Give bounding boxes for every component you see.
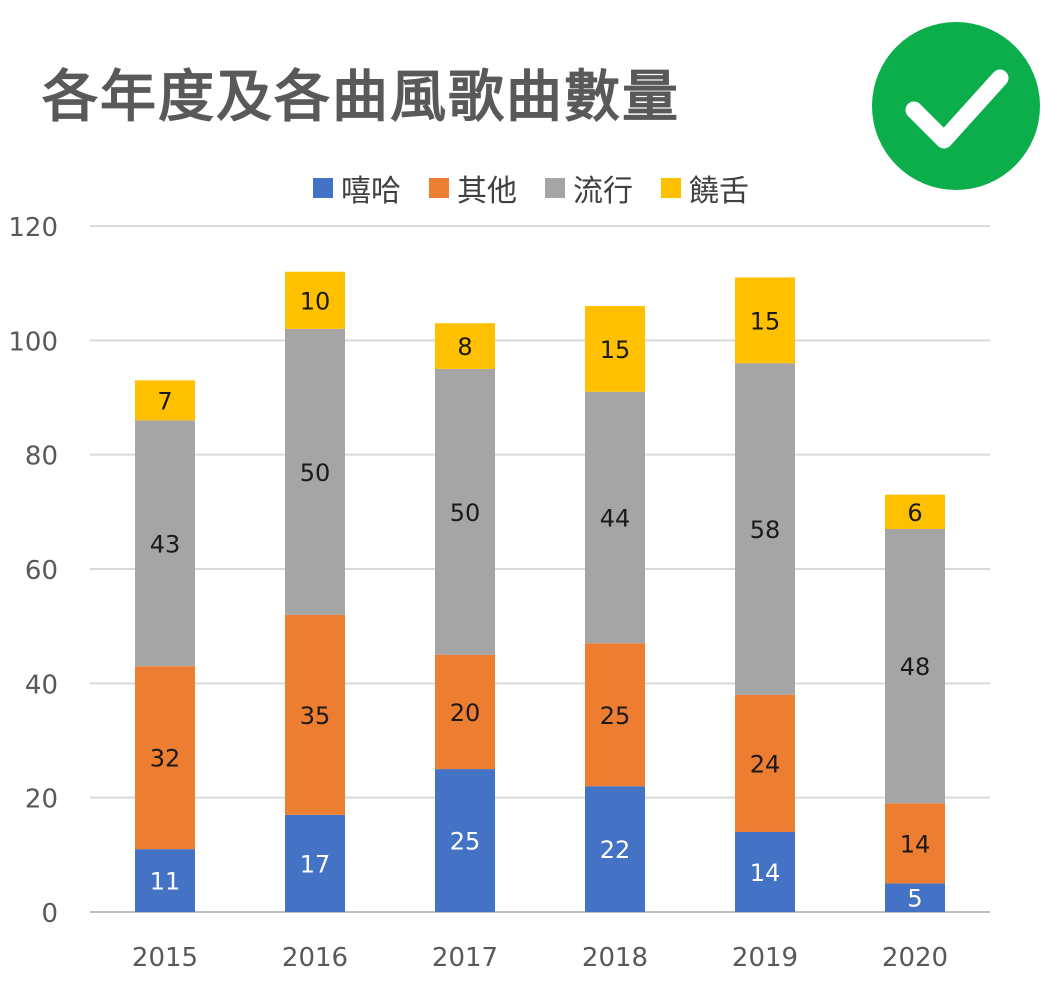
- bar-segment: [735, 363, 795, 695]
- y-tick-label: 20: [25, 785, 58, 815]
- bar-segment: [735, 277, 795, 364]
- y-tick-label: 0: [41, 899, 58, 929]
- data-label: 14: [750, 859, 781, 887]
- bar-segment: [285, 814, 345, 912]
- data-label: 15: [600, 336, 631, 364]
- data-label: 25: [600, 702, 631, 730]
- legend-item: 饒舌: [661, 166, 749, 210]
- chart-title: 各年度及各曲風歌曲數量: [42, 65, 680, 130]
- data-label: 5: [907, 885, 922, 913]
- legend-label: 嘻哈: [341, 174, 401, 209]
- bar-segment: [285, 614, 345, 815]
- data-label: 43: [150, 530, 181, 558]
- data-label: 25: [450, 828, 481, 856]
- bar-segment: [435, 654, 495, 770]
- data-label: 7: [157, 387, 172, 415]
- data-label: 8: [457, 333, 472, 361]
- data-label: 50: [450, 499, 481, 527]
- x-tick-label: 2018: [582, 943, 648, 973]
- legend-item: 嘻哈: [313, 166, 401, 210]
- y-tick-label: 60: [25, 556, 58, 586]
- bar-segment: [885, 883, 945, 912]
- data-label: 58: [750, 516, 781, 544]
- bar-segment: [885, 494, 945, 529]
- y-tick-label: 100: [8, 327, 58, 357]
- x-tick-label: 2015: [132, 943, 198, 973]
- data-label: 6: [907, 499, 922, 527]
- bar-segment: [885, 528, 945, 804]
- bar-segment: [135, 849, 195, 912]
- bar-segment: [735, 694, 795, 832]
- legend-label: 流行: [573, 174, 633, 209]
- y-tick-label: 40: [25, 670, 58, 700]
- legend-item: 其他: [429, 166, 517, 210]
- data-label: 44: [600, 505, 631, 533]
- legend-item: 流行: [545, 166, 633, 210]
- x-tick-label: 2016: [282, 943, 348, 973]
- data-label: 10: [300, 287, 331, 315]
- check-icon: [905, 69, 1009, 149]
- bar-segment: [285, 271, 345, 329]
- data-label: 24: [750, 750, 781, 778]
- bar-segment: [285, 328, 345, 615]
- data-label: 14: [900, 830, 931, 858]
- bar-segment: [735, 831, 795, 912]
- x-tick-label: 2019: [732, 943, 798, 973]
- data-label: 11: [150, 868, 181, 896]
- bar-segment: [135, 666, 195, 850]
- chart-legend: 嘻哈 其他 流行 饒舌: [0, 166, 1062, 210]
- x-tick-label: 2020: [882, 943, 948, 973]
- bar-segment: [885, 803, 945, 884]
- data-label: 48: [900, 653, 931, 681]
- data-label: 20: [450, 699, 481, 727]
- x-tick-label: 2017: [432, 943, 498, 973]
- legend-swatch: [545, 178, 565, 198]
- data-label: 50: [300, 459, 331, 487]
- bar-segment: [585, 306, 645, 392]
- data-label: 32: [150, 745, 181, 773]
- y-tick-label: 80: [25, 442, 58, 472]
- legend-swatch: [661, 178, 681, 198]
- data-label: 35: [300, 702, 331, 730]
- bar-segment: [135, 420, 195, 667]
- bar-segment: [435, 769, 495, 912]
- data-label: 22: [600, 836, 631, 864]
- check-badge: [872, 22, 1040, 190]
- bar-segment: [435, 323, 495, 369]
- bar-segment: [585, 786, 645, 912]
- y-tick-label: 120: [8, 213, 58, 243]
- bar-segment: [585, 643, 645, 787]
- legend-label: 饒舌: [689, 174, 749, 209]
- legend-swatch: [429, 178, 449, 198]
- data-label: 17: [300, 850, 331, 878]
- data-label: 15: [750, 307, 781, 335]
- bar-segment: [585, 391, 645, 644]
- legend-swatch: [313, 178, 333, 198]
- legend-label: 其他: [457, 174, 517, 209]
- bar-segment: [435, 368, 495, 655]
- bar-segment: [135, 380, 195, 421]
